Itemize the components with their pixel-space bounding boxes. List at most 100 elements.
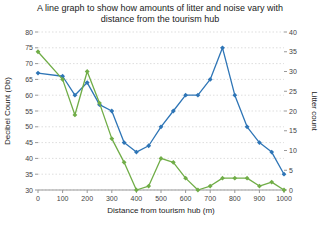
- point-marker: [232, 176, 237, 181]
- y2-tick-label: 40: [289, 29, 297, 36]
- x-tick-label: 400: [131, 195, 143, 202]
- y-axis-label: Decibel Count (Db): [3, 77, 12, 145]
- point-marker: [245, 176, 250, 181]
- y-tick-label: 60: [25, 92, 33, 99]
- y2-tick-label: 15: [289, 127, 297, 134]
- y-tick-label: 70: [25, 60, 33, 67]
- point-marker: [220, 45, 225, 50]
- y2-tick: [284, 170, 287, 171]
- x-tick-label: 1000: [276, 195, 292, 202]
- x-tick-label: 100: [57, 195, 69, 202]
- point-marker: [269, 180, 274, 185]
- y2-tick-label: 5: [289, 167, 293, 174]
- x-axis-label: Distance from tourism hub (m): [107, 206, 215, 215]
- grid-line: [38, 47, 284, 48]
- grid-line: [38, 142, 284, 143]
- point-marker: [97, 101, 102, 106]
- y-tick: [35, 32, 38, 33]
- y2-tick-label: 10: [289, 147, 297, 154]
- point-marker: [134, 150, 139, 155]
- x-tick: [185, 190, 186, 193]
- point-marker: [208, 77, 213, 82]
- y2-tick-label: 0: [289, 187, 293, 194]
- point-marker: [73, 93, 78, 98]
- y2-tick: [284, 150, 287, 151]
- grid-line: [38, 111, 284, 112]
- x-tick: [87, 190, 88, 193]
- point-marker: [85, 80, 90, 85]
- point-marker: [245, 124, 250, 129]
- x-tick-label: 500: [155, 195, 167, 202]
- y-tick: [35, 47, 38, 48]
- y2-tick-label: 35: [289, 48, 297, 55]
- y2-tick: [284, 32, 287, 33]
- y-tick: [35, 126, 38, 127]
- y2-tick: [284, 130, 287, 131]
- x-tick-label: 900: [254, 195, 266, 202]
- y2-axis-label: Litter count: [310, 91, 319, 131]
- y-tick: [35, 158, 38, 159]
- point-marker: [208, 184, 213, 189]
- point-marker: [109, 109, 114, 114]
- y-tick: [35, 95, 38, 96]
- point-marker: [220, 176, 225, 181]
- point-marker: [196, 93, 201, 98]
- title-line: A line graph to show how amounts of litt…: [37, 3, 283, 13]
- x-tick-label: 700: [204, 195, 216, 202]
- y-tick-label: 30: [25, 187, 33, 194]
- y-tick-label: 50: [25, 123, 33, 130]
- y2-tick-label: 20: [289, 108, 297, 115]
- x-tick-label: 0: [36, 195, 40, 202]
- point-marker: [146, 184, 151, 189]
- title-line: distance from the tourism hub: [101, 14, 220, 24]
- x-tick-label: 200: [81, 195, 93, 202]
- point-marker: [282, 172, 287, 177]
- x-tick-label: 600: [180, 195, 192, 202]
- grid-line: [38, 63, 284, 64]
- x-tick: [62, 190, 63, 193]
- point-marker: [257, 184, 262, 189]
- point-marker: [183, 93, 188, 98]
- point-marker: [109, 136, 114, 141]
- point-marker: [146, 143, 151, 148]
- y-tick: [35, 174, 38, 175]
- y-tick-label: 75: [25, 44, 33, 51]
- y2-tick: [284, 51, 287, 52]
- x-tick: [259, 190, 260, 193]
- grid-line: [38, 79, 284, 80]
- x-tick-label: 800: [229, 195, 241, 202]
- y2-tick: [284, 91, 287, 92]
- point-marker: [73, 113, 78, 118]
- chart: A line graph to show how amounts of litt…: [0, 0, 320, 225]
- point-marker: [257, 140, 262, 145]
- series-line: [38, 52, 284, 190]
- point-marker: [122, 140, 127, 145]
- y2-tick-label: 25: [289, 88, 297, 95]
- y-tick-label: 65: [25, 76, 33, 83]
- series-line: [38, 48, 284, 174]
- point-marker: [134, 188, 139, 193]
- x-tick: [111, 190, 112, 193]
- point-marker: [196, 188, 201, 193]
- title: A line graph to show how amounts of litt…: [37, 3, 283, 24]
- point-marker: [85, 69, 90, 74]
- y2-tick: [284, 71, 287, 72]
- point-marker: [171, 109, 176, 114]
- y-tick-label: 35: [25, 171, 33, 178]
- point-marker: [171, 160, 176, 165]
- x-tick: [210, 190, 211, 193]
- y-tick: [35, 79, 38, 80]
- y-tick: [35, 142, 38, 143]
- y2-tick-label: 30: [289, 68, 297, 75]
- point-marker: [60, 77, 65, 82]
- point-marker: [122, 160, 127, 165]
- grid-line: [38, 174, 284, 175]
- y-tick: [35, 111, 38, 112]
- y-tick-label: 40: [25, 155, 33, 162]
- point-marker: [36, 71, 41, 76]
- point-marker: [232, 93, 237, 98]
- y-tick: [35, 190, 38, 191]
- x-tick-label: 300: [106, 195, 118, 202]
- y-tick-label: 45: [25, 139, 33, 146]
- x-tick: [161, 190, 162, 193]
